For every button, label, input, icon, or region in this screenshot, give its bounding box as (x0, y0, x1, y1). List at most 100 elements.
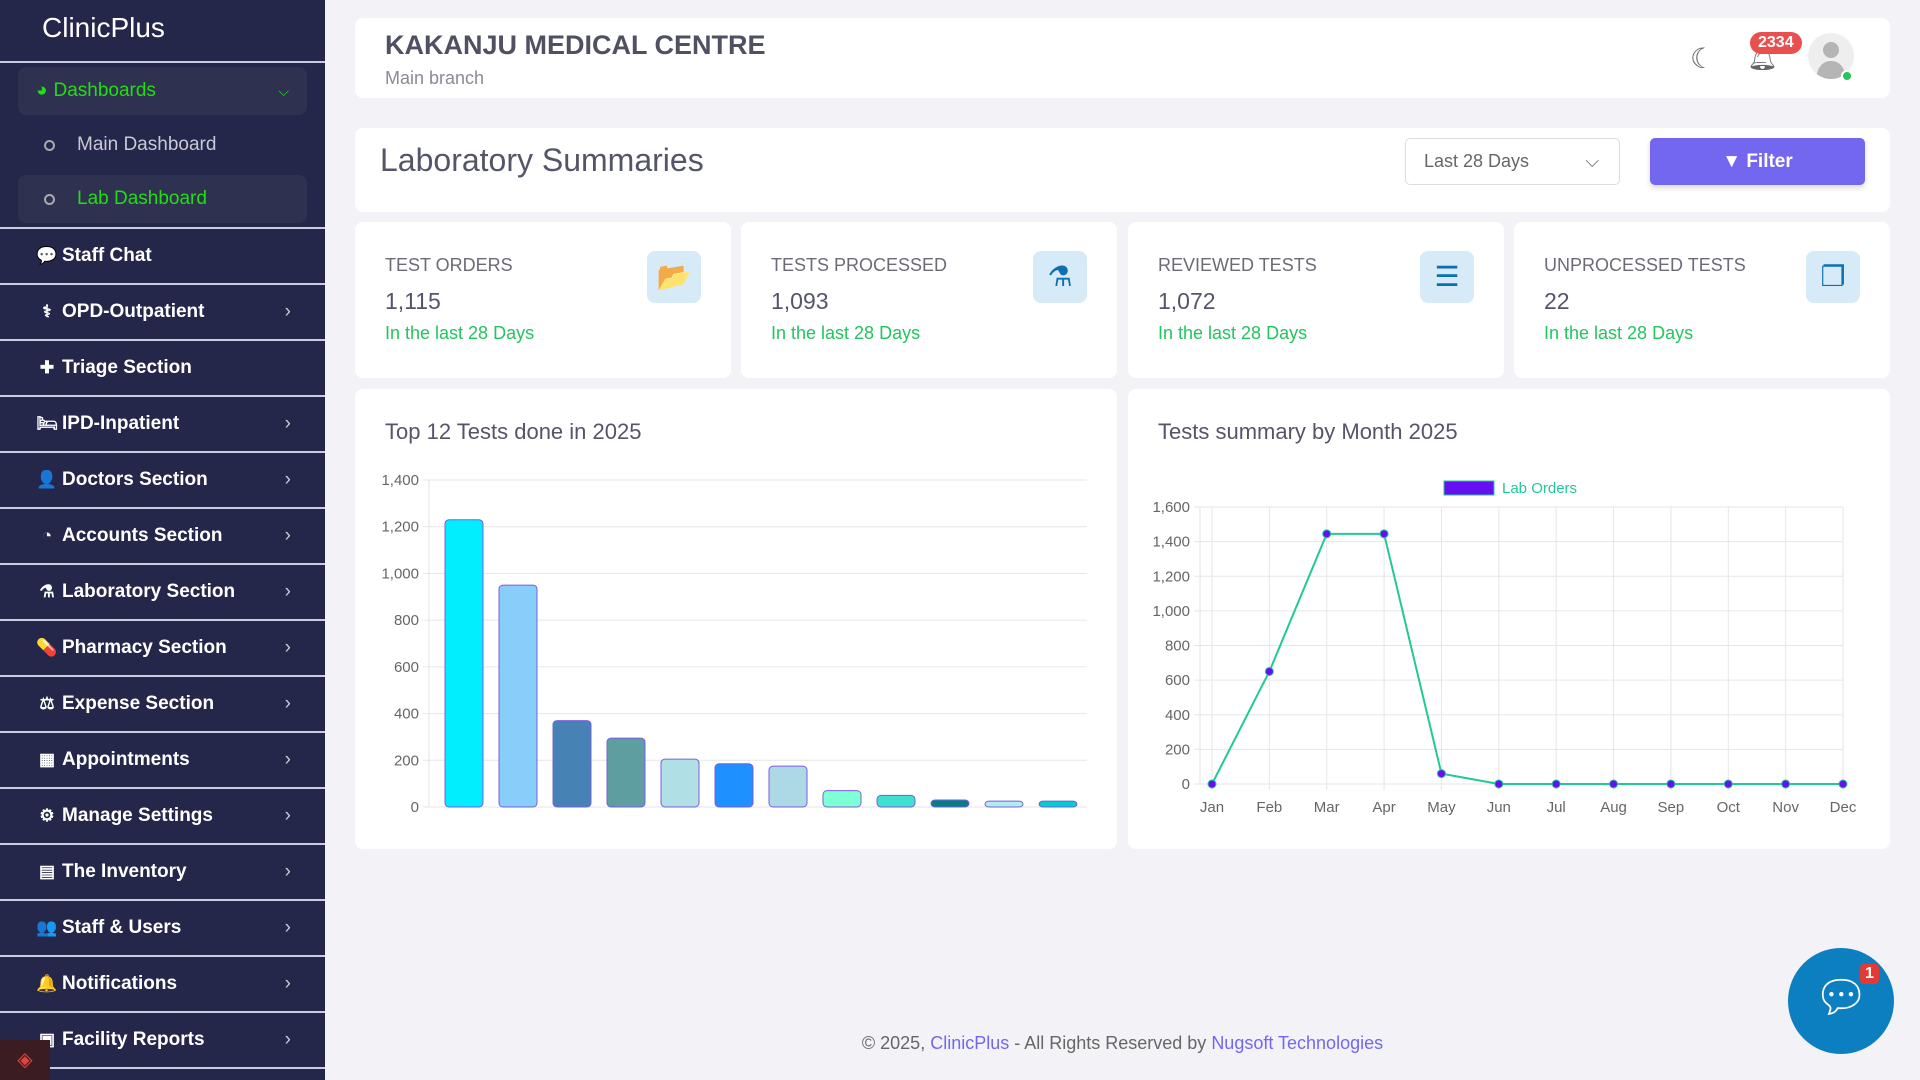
chevron-right-icon: › (284, 581, 291, 602)
data-point (1207, 779, 1217, 789)
sidebar-item-pharmacy-section[interactable]: 💊 Pharmacy Section › (0, 621, 325, 677)
bar (606, 737, 646, 808)
laravel-debug-icon[interactable]: ◈ (0, 1040, 50, 1080)
dark-mode-toggle-icon[interactable]: ☾ (1690, 43, 1716, 74)
app-logo[interactable]: ClinicPlus (0, 0, 325, 63)
bar (822, 790, 862, 808)
bar (660, 758, 700, 808)
sidebar-item-ipd-inpatient[interactable]: 🛏 IPD-Inpatient › (0, 397, 325, 453)
chart-title: Top 12 Tests done in 2025 (385, 419, 642, 444)
stat-note: In the last 28 Days (1158, 323, 1308, 343)
stat-card-unprocessed-tests: UNPROCESSED TESTS 22 In the last 28 Days ❐ (1514, 222, 1890, 378)
calendar-icon: ▦ (38, 750, 56, 769)
flask-icon: ⚗ (1033, 251, 1087, 303)
chat-icon: 💬︎ (1813, 973, 1869, 1022)
x-tick-label: Feb (1256, 799, 1282, 816)
sidebar-item-triage-section[interactable]: ✚ Triage Section (0, 341, 325, 397)
balance-scale-icon: ⚖ (39, 694, 55, 713)
sidebar-item-doctors-section[interactable]: 👤 Doctors Section › (0, 453, 325, 509)
filter-button[interactable]: ▼ Filter (1650, 138, 1865, 185)
brand-link[interactable]: ClinicPlus (930, 1033, 1010, 1053)
x-tick-label: Jul (1547, 799, 1566, 816)
branch-name: Main branch (385, 68, 485, 88)
stat-label: TESTS PROCESSED (771, 255, 948, 275)
sidebar-item-notifications[interactable]: 🔔 Notifications › (0, 957, 325, 1013)
sidebar-item-label: Manage Settings (62, 805, 213, 826)
chevron-right-icon: › (284, 749, 291, 770)
chevron-down-icon: ⌵ (1585, 151, 1599, 171)
gear-icon: ⚙ (39, 806, 55, 825)
period-select[interactable]: Last 28 Days ⌵ (1405, 138, 1620, 185)
company-link[interactable]: Nugsoft Technologies (1211, 1033, 1384, 1053)
folder-open-icon: 📂 (647, 251, 701, 303)
chevron-right-icon: › (284, 693, 291, 714)
period-select-value: Last 28 Days (1424, 151, 1530, 171)
comments-icon: 💬 (36, 246, 58, 265)
sidebar: ClinicPlus ◕ Dashboards ⌵ Main Dashboard L… (0, 0, 325, 1080)
sidebar-item-expense-section[interactable]: ⚖ Expense Section › (0, 677, 325, 733)
sidebar-item-label: The Inventory (62, 861, 187, 882)
bar (552, 720, 592, 808)
data-point (1609, 779, 1619, 789)
bar (768, 765, 808, 808)
data-point (1666, 779, 1676, 789)
sidebar-item-opd-outpatient[interactable]: ⚕ OPD-Outpatient › (0, 285, 325, 341)
y-tick-label: 1,000 (1152, 603, 1190, 620)
data-point (1322, 529, 1332, 539)
y-tick-label: 1,200 (381, 519, 419, 536)
data-point (1551, 779, 1561, 789)
clone-icon: ❐ (1806, 251, 1860, 303)
sidebar-item-label: Appointments (62, 749, 190, 770)
pills-icon: 💊 (36, 638, 58, 657)
chevron-right-icon: › (284, 917, 291, 938)
data-point (1838, 779, 1848, 789)
data-point (1379, 529, 1389, 539)
y-tick-label: 1,400 (1152, 534, 1190, 551)
chat-widget-button[interactable]: 💬︎ (1788, 948, 1894, 1054)
sidebar-item-laboratory-section[interactable]: ⚗ Laboratory Section › (0, 565, 325, 621)
x-tick-label: Apr (1372, 799, 1395, 816)
sidebar-item-facility-reports[interactable]: ▣Facility Reports› (0, 1013, 325, 1069)
rights-text: - All Rights Reserved by (1009, 1033, 1212, 1053)
chevron-right-icon: › (284, 861, 291, 882)
summary-toolbar: Laboratory Summaries Last 28 Days ⌵ ▼ Fil… (355, 128, 1890, 212)
sidebar-item-staff-users[interactable]: 👥 Staff & Users › (0, 901, 325, 957)
sidebar-subitem-lab-dashboard[interactable]: Lab Dashboard (18, 175, 307, 223)
sidebar-item-label: Doctors Section (62, 469, 208, 490)
stat-label: REVIEWED TESTS (1158, 255, 1317, 275)
sidebar-item-staff-chat[interactable]: 💬 Staff Chat (0, 229, 325, 285)
footer: © 2025, ClinicPlus - All Rights Reserved… (0, 1033, 1920, 1054)
sidebar-item-the-inventory[interactable]: ▤ The Inventory › (0, 845, 325, 901)
sidebar-item-accounts-section[interactable]: ◔ Accounts Section › (0, 509, 325, 565)
sidebar-item-appointments[interactable]: ▦ Appointments › (0, 733, 325, 789)
sidebar-item-label: Notifications (62, 973, 178, 994)
list-icon: ☰ (1420, 251, 1474, 303)
y-tick-label: 1,400 (381, 472, 419, 489)
flask-icon: ⚗ (39, 582, 55, 601)
bar (444, 519, 484, 808)
chevron-down-icon: ⌵ (278, 82, 289, 99)
chevron-right-icon: › (284, 973, 291, 994)
users-icon: 👥 (36, 918, 58, 937)
x-tick-label: Oct (1717, 799, 1741, 816)
bed-icon: 🛏 (36, 414, 58, 433)
x-tick-label: Jan (1200, 799, 1224, 816)
data-point (1781, 779, 1791, 789)
sidebar-subitem-main-dashboard[interactable]: Main Dashboard (18, 121, 307, 169)
sidebar-item-label: IPD-Inpatient (62, 413, 180, 434)
stat-value: 22 (1544, 288, 1570, 314)
stat-card-test-orders: TEST ORDERS 1,115 In the last 28 Days 📂 (355, 222, 731, 378)
y-tick-label: 800 (1165, 638, 1190, 655)
chart-title: Tests summary by Month 2025 (1158, 419, 1458, 444)
chevron-right-icon: › (284, 413, 291, 434)
sidebar-item-label: Facility Reports (62, 1029, 205, 1050)
sidebar-item-label: Lab Dashboard (77, 188, 207, 209)
y-tick-label: 1,000 (381, 565, 419, 582)
sidebar-item-manage-settings[interactable]: ⚙ Manage Settings › (0, 789, 325, 845)
bar-chart: 0 200 400 600 800 1,000 1,200 1,400 (381, 472, 1087, 816)
y-tick-label: 1,600 (1152, 499, 1190, 516)
sidebar-item-label: OPD-Outpatient (62, 301, 205, 322)
sidebar-item-label: Main Dashboard (77, 134, 217, 155)
x-tick-label: May (1427, 799, 1456, 816)
sidebar-item-dashboards[interactable]: ◕ Dashboards ⌵ (18, 67, 307, 115)
